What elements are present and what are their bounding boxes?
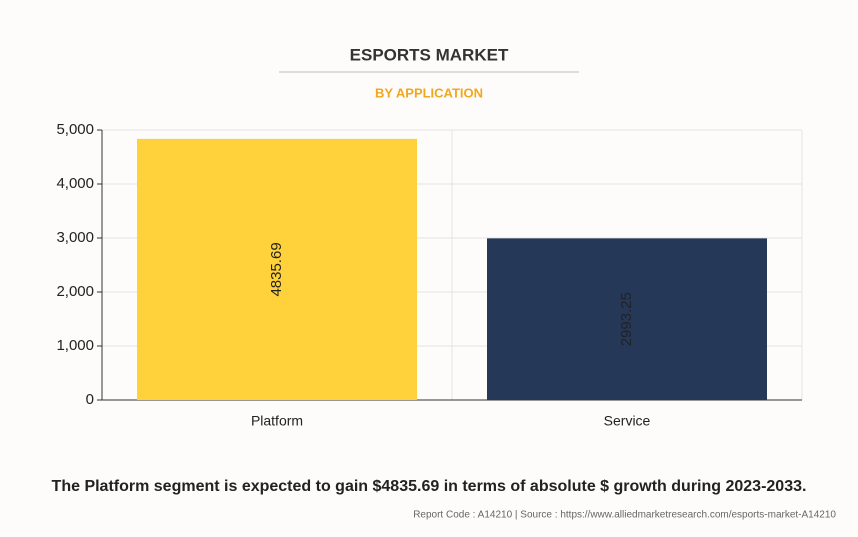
value-label: 2993.25 — [618, 292, 635, 346]
y-tick-label: 0 — [86, 391, 94, 408]
y-tick-label: 3,000 — [56, 229, 94, 246]
chart-title: ESPORTS MARKET — [350, 45, 509, 64]
y-tick-label: 1,000 — [56, 337, 94, 354]
value-label: 4835.69 — [268, 242, 285, 296]
bar — [487, 238, 767, 400]
x-tick-label: Platform — [251, 413, 303, 429]
y-tick-label: 2,000 — [56, 283, 94, 300]
y-tick-label: 5,000 — [56, 121, 94, 138]
bar — [137, 138, 417, 400]
chart-subtitle: BY APPLICATION — [375, 85, 483, 100]
y-tick-label: 4,000 — [56, 175, 94, 192]
footnote: The Platform segment is expected to gain… — [52, 478, 807, 495]
source-note: Report Code : A14210 | Source : https://… — [413, 510, 836, 521]
x-tick-label: Service — [604, 413, 651, 429]
